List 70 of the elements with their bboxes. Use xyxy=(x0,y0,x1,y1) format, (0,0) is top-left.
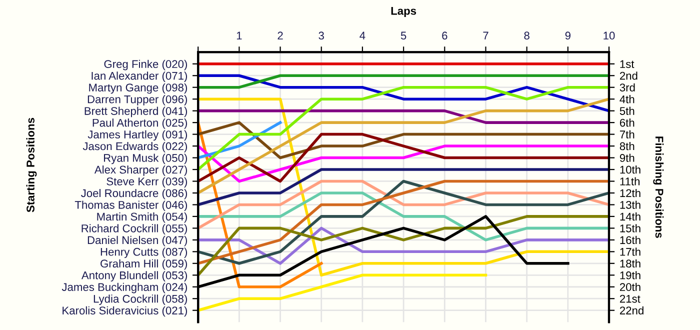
y2-tick-label: 7th xyxy=(620,130,634,138)
category-label: Henry Cutts (087) xyxy=(100,248,187,258)
x-tick-label: 10 xyxy=(604,32,615,40)
y2-tick-label: 1st xyxy=(620,60,634,68)
y2-tick-label: 8th xyxy=(620,142,634,150)
line-series xyxy=(198,226,609,265)
category-label: Greg Finke (020) xyxy=(104,60,187,70)
x-tick-label: 4 xyxy=(360,32,366,40)
category-label: Brett Shepherd (041) xyxy=(84,106,187,118)
y2-tick-label: 16th xyxy=(620,236,640,244)
y2-tick-label: 15th xyxy=(620,224,640,232)
line-series xyxy=(198,274,488,312)
category-label: Daniel Nielsen (047) xyxy=(88,236,187,246)
y2-tick-label: 21st xyxy=(620,294,640,303)
line-series xyxy=(198,180,609,265)
category-label: Karolis Sideravicius (021) xyxy=(62,306,187,317)
line-series xyxy=(198,98,609,277)
x-tick-label: 6 xyxy=(442,32,448,40)
line-series xyxy=(198,192,609,242)
x-axis-title: Laps xyxy=(391,7,416,18)
line-series xyxy=(198,121,609,160)
x-tick-label: 1 xyxy=(236,32,242,40)
text: Starting Positions xyxy=(26,118,37,212)
y2-tick-label: 4th xyxy=(620,95,634,104)
category-label: Alex Sharper (027) xyxy=(94,165,187,176)
y2-tick-label: 13th xyxy=(620,200,640,209)
y2-tick-label: 14th xyxy=(620,212,640,221)
line-series xyxy=(198,132,609,183)
x-tick-label: 7 xyxy=(483,32,488,40)
category-label: Thomas Banister (046) xyxy=(74,200,187,212)
x-tick-label: 9 xyxy=(565,32,570,40)
y2-tick-label: 22nd xyxy=(620,306,644,314)
y2-tick-label: 17th xyxy=(620,248,640,256)
y2-tick-label: 12th xyxy=(620,188,640,198)
category-label: Martyn Gange (098) xyxy=(89,83,187,94)
line-series xyxy=(198,144,609,183)
y2-tick-label: 2nd xyxy=(620,72,638,80)
y2-tick-label: 9th xyxy=(620,154,634,162)
category-label: James Buckingham (024) xyxy=(62,282,187,294)
y2-tick-label: 5th xyxy=(620,106,634,115)
category-label: Steve Kerr (039) xyxy=(106,177,187,188)
line-series xyxy=(198,98,609,194)
x-tick-label: 5 xyxy=(400,32,406,40)
y2-tick-label: 11th xyxy=(620,177,640,186)
category-label: Ryan Musk (050) xyxy=(104,154,187,164)
category-label: Ian Alexander (071) xyxy=(92,72,187,82)
category-label: Jason Edwards (022) xyxy=(82,142,187,152)
x-tick-label: 3 xyxy=(318,32,324,40)
line-series xyxy=(198,215,609,277)
category-label: Martin Smith (054) xyxy=(97,212,187,223)
category-label: Lydia Cockrill (058) xyxy=(94,294,187,305)
x-tick-label: 2 xyxy=(278,32,283,40)
category-label: Graham Hill (059) xyxy=(100,259,187,270)
line-series xyxy=(198,86,609,171)
category-label: Antony Blundell (053) xyxy=(81,271,187,282)
y2-tick-label: 20th xyxy=(620,282,640,292)
category-label: James Hartley (091) xyxy=(88,130,187,141)
category-label: Darren Tupper (096) xyxy=(88,95,188,106)
line-series xyxy=(198,180,609,230)
x-tick-label: 8 xyxy=(524,32,530,40)
y2-tick-label: 18th xyxy=(620,259,640,268)
y2-tick-label: 6th xyxy=(620,118,634,127)
category-label: Joel Roundacre (086) xyxy=(81,188,187,200)
category-label: Paul Atherton (025) xyxy=(92,118,187,129)
line-series xyxy=(198,74,609,112)
y2-tick-label: 19th xyxy=(620,271,640,280)
category-label: Richard Cockrill (055) xyxy=(82,224,187,235)
y2-tick-label: 3rd xyxy=(620,83,635,92)
y2-tick-label: 10th xyxy=(620,165,640,174)
y2-axis-title: Finishing Positions xyxy=(653,136,664,238)
